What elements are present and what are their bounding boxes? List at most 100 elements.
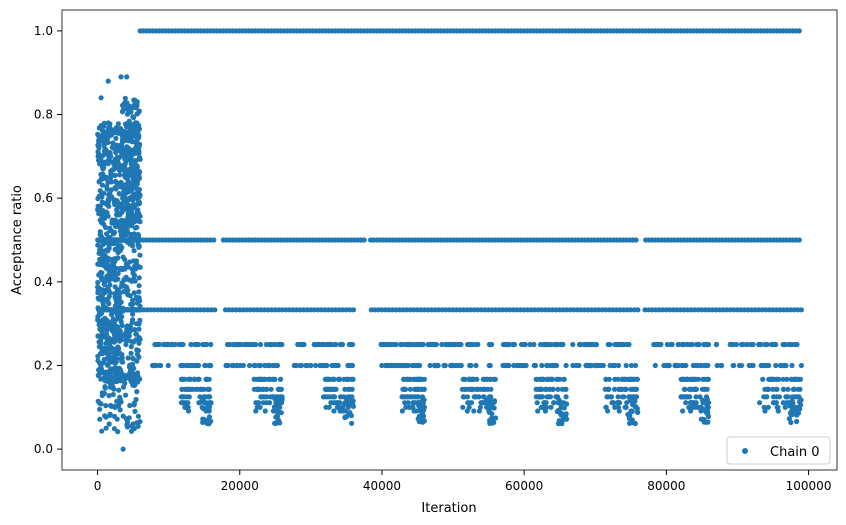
data-point [797, 376, 804, 382]
data-point [120, 446, 126, 452]
data-point [705, 413, 712, 420]
data-point [182, 404, 188, 410]
data-point [554, 408, 560, 415]
data-point [561, 405, 567, 411]
data-point [262, 408, 268, 414]
data-point [109, 357, 115, 363]
data-point [96, 179, 102, 185]
data-point [491, 419, 497, 426]
data-point [114, 197, 120, 204]
data-point [114, 181, 120, 187]
data-point [134, 224, 140, 230]
data-point [632, 404, 638, 410]
data-point [349, 341, 355, 348]
data-point [114, 368, 120, 374]
data-point [610, 307, 616, 313]
data-point [628, 307, 634, 313]
data-point [789, 376, 795, 382]
data-point [466, 400, 472, 406]
data-point [557, 307, 563, 313]
data-point [114, 312, 120, 318]
data-point [798, 307, 805, 313]
data-point [111, 161, 117, 167]
data-point [514, 307, 520, 313]
data-point [101, 322, 107, 328]
data-point [127, 362, 133, 368]
data-point [789, 362, 795, 369]
data-point [669, 341, 675, 348]
data-point [796, 237, 802, 243]
data-point [301, 341, 307, 348]
y-tick-label: 0.8 [34, 108, 53, 122]
data-point [538, 386, 544, 392]
data-point [99, 428, 105, 434]
data-point [110, 348, 116, 355]
data-point [102, 345, 108, 351]
data-point [399, 408, 405, 414]
data-point [153, 362, 159, 369]
data-point [456, 362, 463, 369]
data-point [263, 400, 270, 406]
data-point [279, 307, 285, 313]
data-point [127, 402, 133, 409]
data-point [402, 400, 408, 406]
data-point [415, 416, 421, 422]
data-point [479, 400, 485, 406]
data-point [95, 279, 101, 286]
data-point [592, 341, 598, 348]
data-point [117, 338, 123, 344]
data-point [190, 386, 196, 392]
data-point [121, 182, 127, 188]
data-point [700, 398, 706, 405]
data-point [682, 386, 688, 392]
data-point [623, 362, 629, 369]
data-point [120, 225, 126, 231]
data-point [384, 341, 390, 348]
data-point [787, 403, 793, 409]
data-point [114, 378, 120, 384]
data-point [137, 307, 143, 313]
data-point [320, 341, 326, 348]
data-point [211, 237, 217, 243]
data-point [95, 284, 101, 290]
data-point [618, 386, 624, 392]
data-point [95, 237, 101, 243]
data-point [407, 386, 413, 392]
data-point [180, 362, 186, 369]
data-point [765, 404, 771, 410]
data-point [227, 341, 233, 348]
data-point [784, 307, 790, 313]
data-point [123, 150, 129, 156]
data-point [410, 341, 416, 348]
data-point [439, 341, 445, 348]
data-point [269, 307, 275, 313]
data-point [136, 283, 142, 289]
data-point [188, 341, 194, 348]
data-point [254, 307, 261, 313]
data-point [116, 243, 122, 249]
data-point [135, 297, 141, 303]
data-point [780, 376, 786, 382]
data-point [532, 307, 538, 313]
data-point [631, 398, 637, 405]
data-point [129, 138, 135, 144]
data-point [274, 409, 280, 415]
data-point [165, 362, 171, 369]
data-point [185, 400, 191, 406]
data-point [134, 120, 140, 126]
legend: Chain 0 [726, 436, 831, 465]
data-point [541, 400, 548, 406]
data-point [323, 341, 330, 348]
data-point [404, 362, 410, 369]
data-point [347, 410, 353, 416]
data-point [467, 341, 473, 348]
data-point [417, 402, 423, 408]
data-point [585, 307, 591, 313]
data-point [694, 341, 700, 348]
data-point [246, 341, 252, 348]
data-point [313, 362, 319, 369]
data-point [623, 376, 629, 382]
y-tick-label: 0.4 [34, 275, 53, 289]
data-point [478, 307, 485, 313]
data-point [105, 362, 111, 368]
